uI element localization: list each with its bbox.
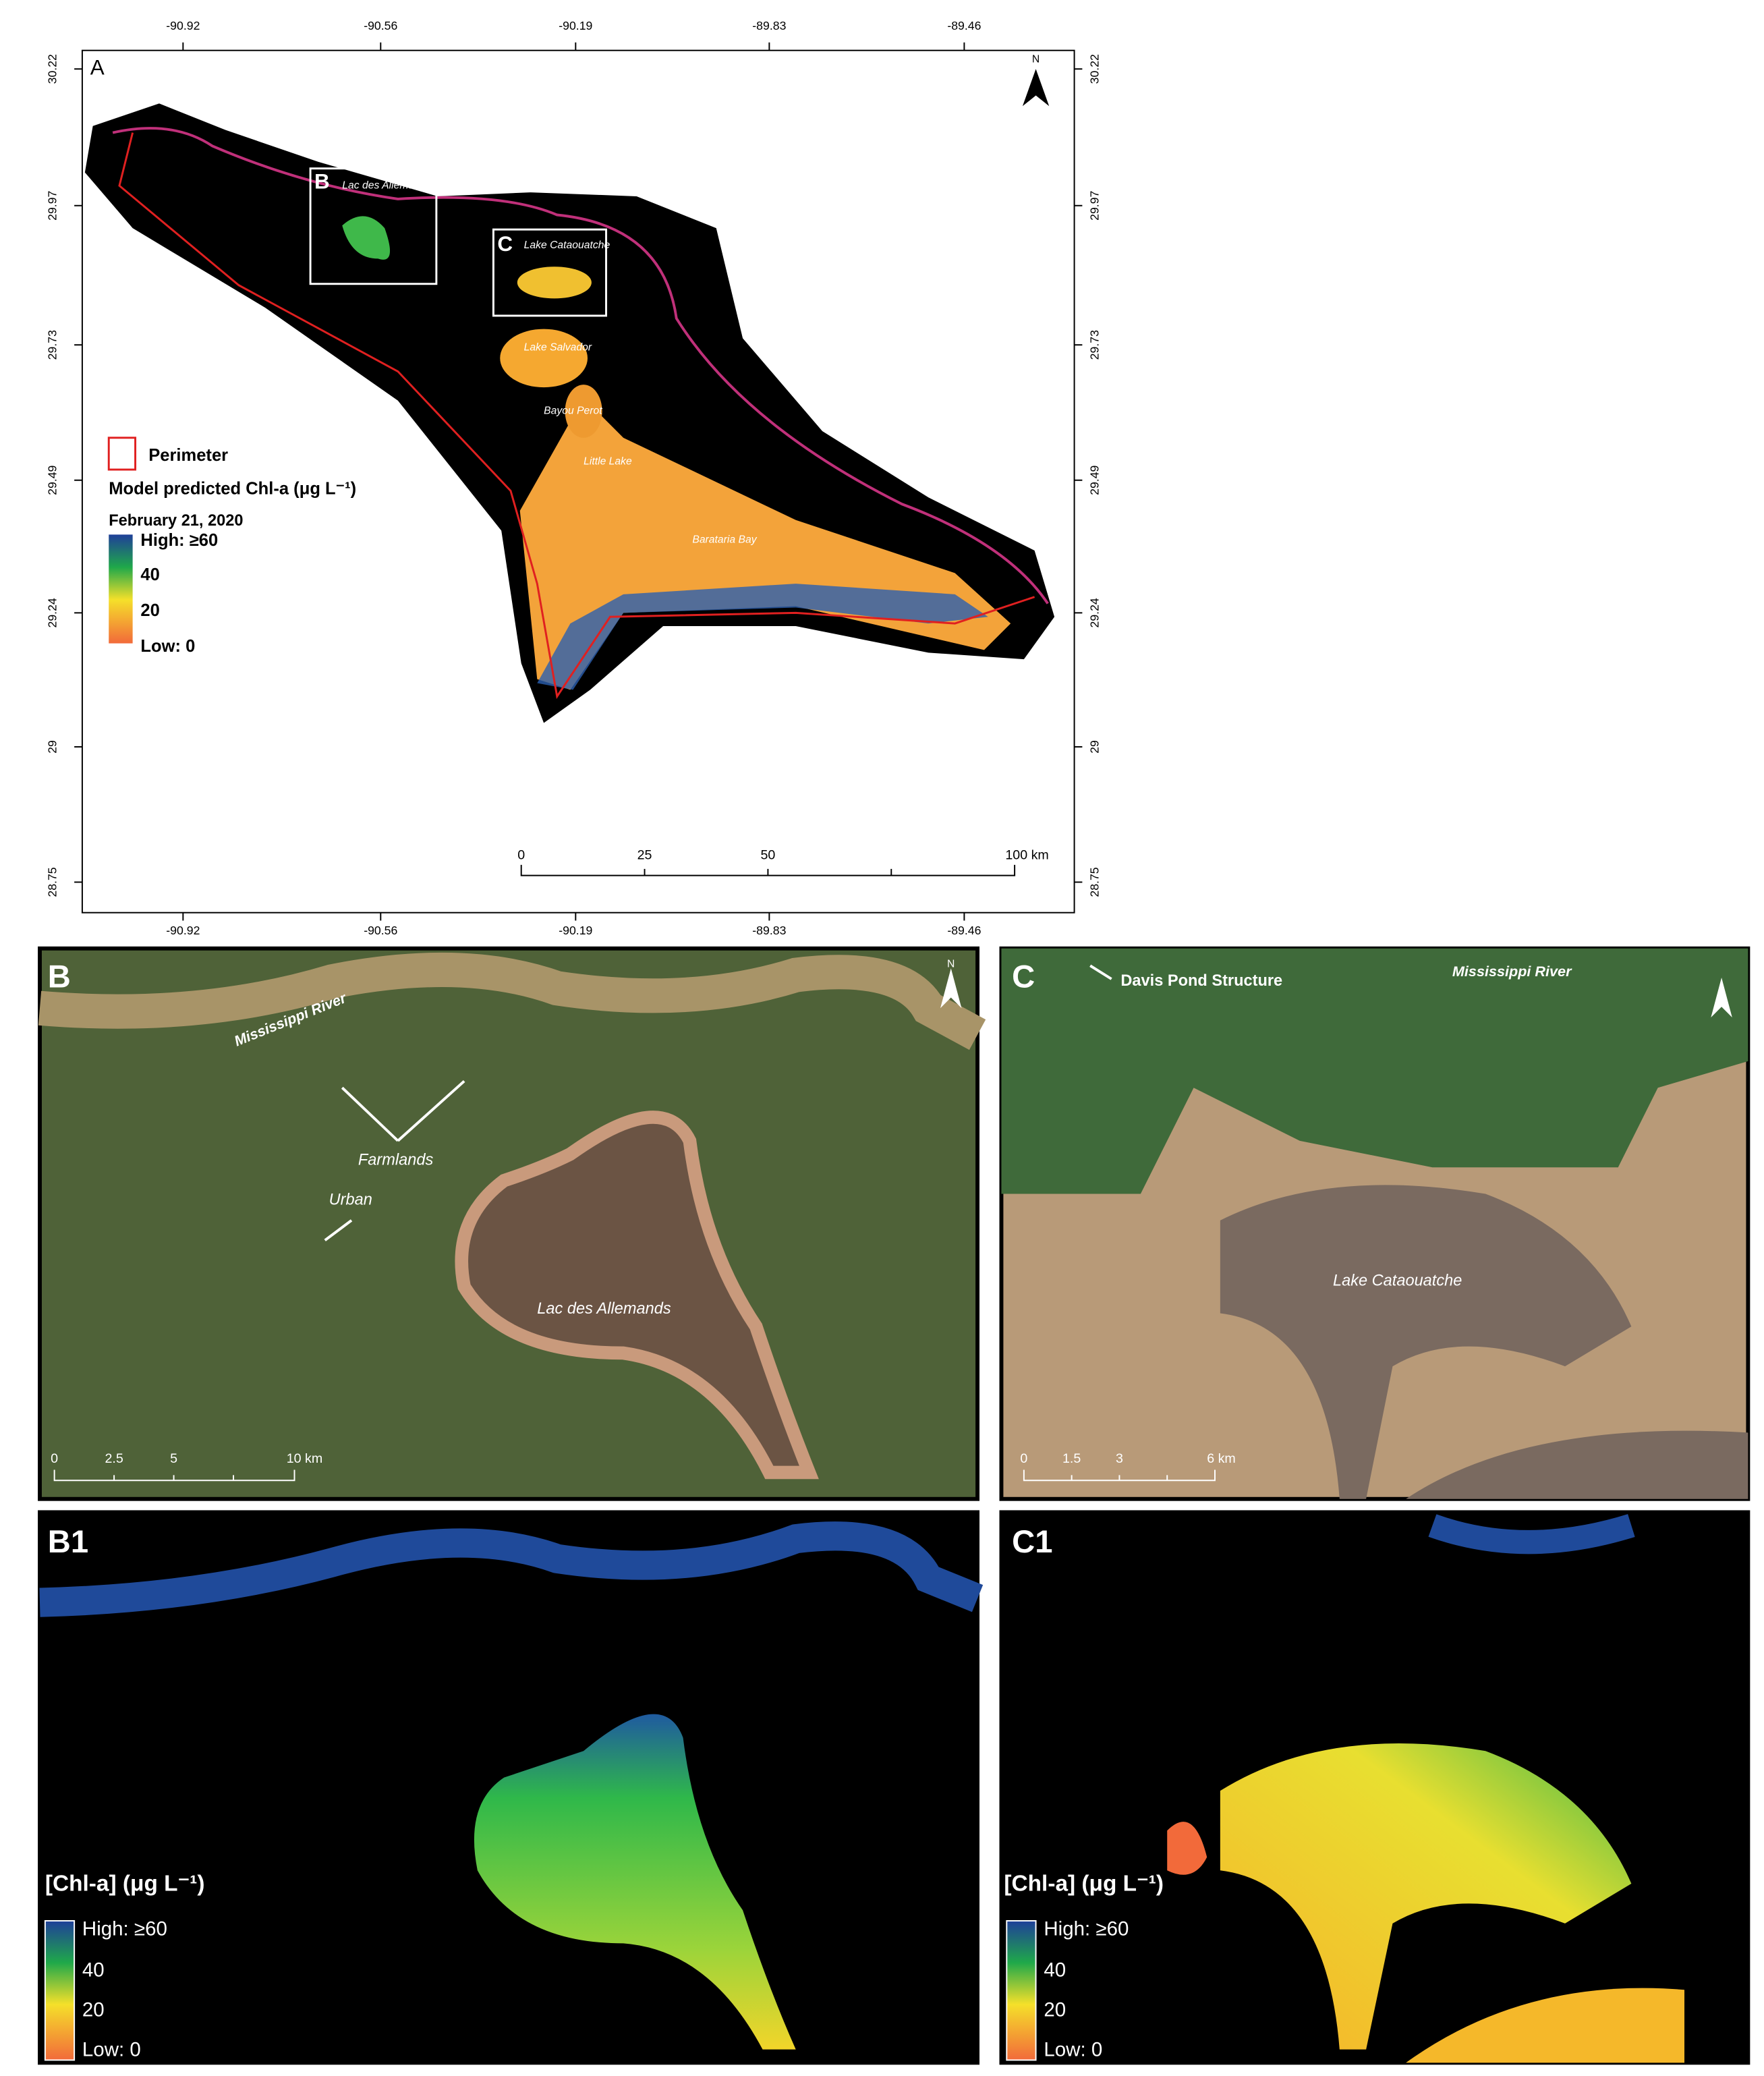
lat-label: 29.73	[1088, 330, 1102, 360]
lat-label: 29	[1088, 740, 1102, 754]
lat-label: 29	[45, 740, 59, 754]
lat-label: 29.49	[1088, 466, 1102, 495]
panel-label: C1	[1012, 1523, 1052, 1559]
scale-label: 25	[637, 847, 652, 862]
legend-label: High: ≥60	[140, 531, 218, 550]
scale-label: 2.5	[105, 1451, 123, 1466]
legend-label: Perimeter	[148, 446, 228, 465]
scale-label: 1.5	[1062, 1451, 1081, 1466]
place-label: Mississippi River	[1452, 963, 1572, 980]
lat-label: 30.22	[45, 54, 59, 84]
bayou-perot	[565, 385, 602, 438]
lat-label: 29.97	[1088, 191, 1102, 221]
lake-cataouatche	[517, 266, 592, 299]
panel-b: B Mississippi River Farmlands Urban Lac …	[38, 946, 986, 1501]
lat-label: 29.49	[45, 466, 59, 495]
lon-label: -89.46	[947, 19, 981, 32]
legend-label: 40	[82, 1959, 105, 1981]
panel-label: A	[90, 56, 105, 80]
lon-label: -90.92	[166, 924, 200, 937]
legend-title: Model predicted Chl-a (μg L⁻¹)	[109, 479, 356, 498]
scale-label: 50	[760, 847, 775, 862]
lat-label: 29.24	[1088, 598, 1102, 627]
panel-a: A B C Lac des Allemands Lake Cataouatche…	[45, 19, 1101, 937]
legend-title: [Chl-a] (μg L⁻¹)	[1004, 1872, 1164, 1897]
place-label: Lac des Allemands	[537, 1299, 671, 1317]
lon-label: -90.92	[166, 19, 200, 32]
lat-label: 29.97	[45, 191, 59, 221]
place-label: Lake Cataouatche	[1333, 1272, 1462, 1289]
lake-salvador	[500, 329, 588, 388]
legend-label: Low: 0	[82, 2038, 141, 2060]
lon-label: -90.19	[559, 19, 592, 32]
scale-label: 3	[1116, 1451, 1123, 1466]
lon-label: -90.56	[364, 19, 397, 32]
legend-label: 40	[140, 565, 159, 584]
scale-label: 0	[51, 1451, 58, 1466]
scale-bar: 0 25 50 100 km	[517, 847, 1049, 876]
panel-c1: C1 [Chl-a] (μg L⁻¹) High: ≥60 40 20 Low:…	[999, 1510, 1751, 2065]
lac-des-allemands	[342, 216, 391, 260]
inset-box	[309, 167, 438, 285]
scale-label: 10 km	[287, 1451, 323, 1466]
panel-label: B	[48, 958, 71, 994]
panel-label: C	[1012, 958, 1035, 994]
scale-label: 0	[1020, 1451, 1027, 1466]
lon-label: -90.56	[364, 924, 397, 937]
north-label: N	[947, 959, 955, 970]
lon-label: -90.19	[559, 924, 592, 937]
lon-label: -89.83	[752, 19, 786, 32]
place-label: Urban	[329, 1191, 372, 1208]
place-label: Farmlands	[358, 1151, 434, 1169]
north-arrow	[1022, 69, 1050, 107]
legend-label: 40	[1044, 1959, 1066, 1981]
place-label: Lake Salvador	[524, 341, 592, 353]
panel-b1: B1 [Chl-a] (μg L⁻¹) High: ≥60 40 20 Low:…	[38, 1510, 984, 2065]
lat-label: 28.75	[45, 867, 59, 897]
legend-label: 20	[82, 1998, 105, 2021]
place-label: Little Lake	[584, 455, 632, 467]
north-label: N	[1032, 54, 1040, 65]
legend-label: Low: 0	[140, 637, 195, 656]
scale-label: 5	[170, 1451, 177, 1466]
lon-label: -89.46	[947, 924, 981, 937]
legend-label: High: ≥60	[1044, 1918, 1129, 1940]
lat-label: 30.22	[1088, 54, 1102, 84]
inset-label: B	[314, 170, 330, 194]
place-label: Barataria Bay	[692, 534, 757, 545]
place-label: Lac des Allemands	[342, 179, 431, 191]
lat-label: 29.73	[45, 330, 59, 360]
place-label: Davis Pond Structure	[1120, 972, 1282, 989]
scale-label: 6 km	[1207, 1451, 1236, 1466]
scale-label: 100 km	[1005, 847, 1048, 862]
panel-label: B1	[48, 1523, 88, 1559]
place-label: Bayou Perot	[544, 405, 602, 417]
lat-label: 28.75	[1088, 867, 1102, 897]
legend-perimeter-swatch	[107, 437, 137, 471]
legend-label: 20	[1044, 1998, 1066, 2021]
lat-label: 29.24	[45, 598, 59, 627]
graticule: -90.92 -90.92 -90.56 -90.56 -90.19 -90.19 -89.…	[45, 19, 1101, 937]
inset-label: C	[497, 232, 513, 256]
legend-label: High: ≥60	[82, 1918, 167, 1940]
high-chl-edge	[537, 584, 988, 690]
scale-label: 0	[517, 847, 525, 862]
legend-title: [Chl-a] (μg L⁻¹)	[45, 1872, 205, 1897]
legend-date: February 21, 2020	[109, 511, 243, 529]
place-label: Lake Cataouatche	[524, 240, 610, 251]
river	[112, 127, 1049, 605]
legend-ramp	[109, 534, 133, 644]
lon-label: -89.83	[752, 924, 786, 937]
inset-box	[492, 228, 608, 317]
panel-c: C Davis Pond Structure Mississippi River…	[999, 946, 1751, 1501]
legend-label: Low: 0	[1044, 2038, 1102, 2060]
legend-label: 20	[140, 601, 159, 620]
perimeter	[118, 132, 1035, 700]
